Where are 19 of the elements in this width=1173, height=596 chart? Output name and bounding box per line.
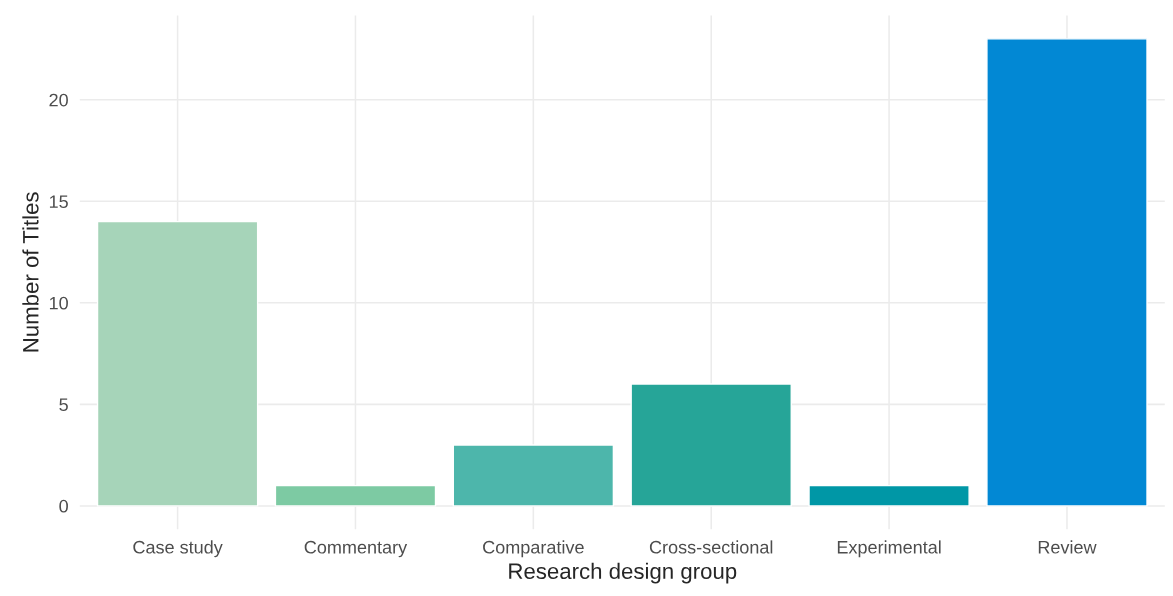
y-tick-label: 15 [49,195,68,209]
x-tick-label: Comparative [483,540,584,558]
x-tick-label: Commentary [304,540,408,558]
y-tick-label: 5 [59,398,68,412]
bar [452,444,615,507]
y-tick-label: 20 [49,93,68,107]
bar [630,383,792,507]
y-axis-title: Number of Titles [22,192,39,352]
y-tick-label: 0 [59,499,68,513]
bar [96,220,259,507]
x-tick-label: Experimental [837,540,941,558]
x-tick-label: Review [1038,540,1097,554]
bar [808,484,970,507]
x-tick-label: Cross-sectional [649,540,773,554]
y-tick-label: 10 [49,296,68,310]
bar [274,484,437,507]
x-axis-title: Research design group [509,562,737,584]
x-tick-label: Case study [133,540,223,558]
bar [986,38,1148,507]
